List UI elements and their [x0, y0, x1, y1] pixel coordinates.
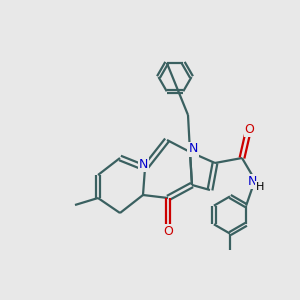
Text: N: N [188, 142, 198, 155]
Text: N: N [247, 175, 257, 188]
Text: H: H [256, 182, 265, 192]
Text: O: O [163, 225, 173, 238]
Text: N: N [139, 158, 148, 171]
Text: O: O [244, 122, 254, 136]
